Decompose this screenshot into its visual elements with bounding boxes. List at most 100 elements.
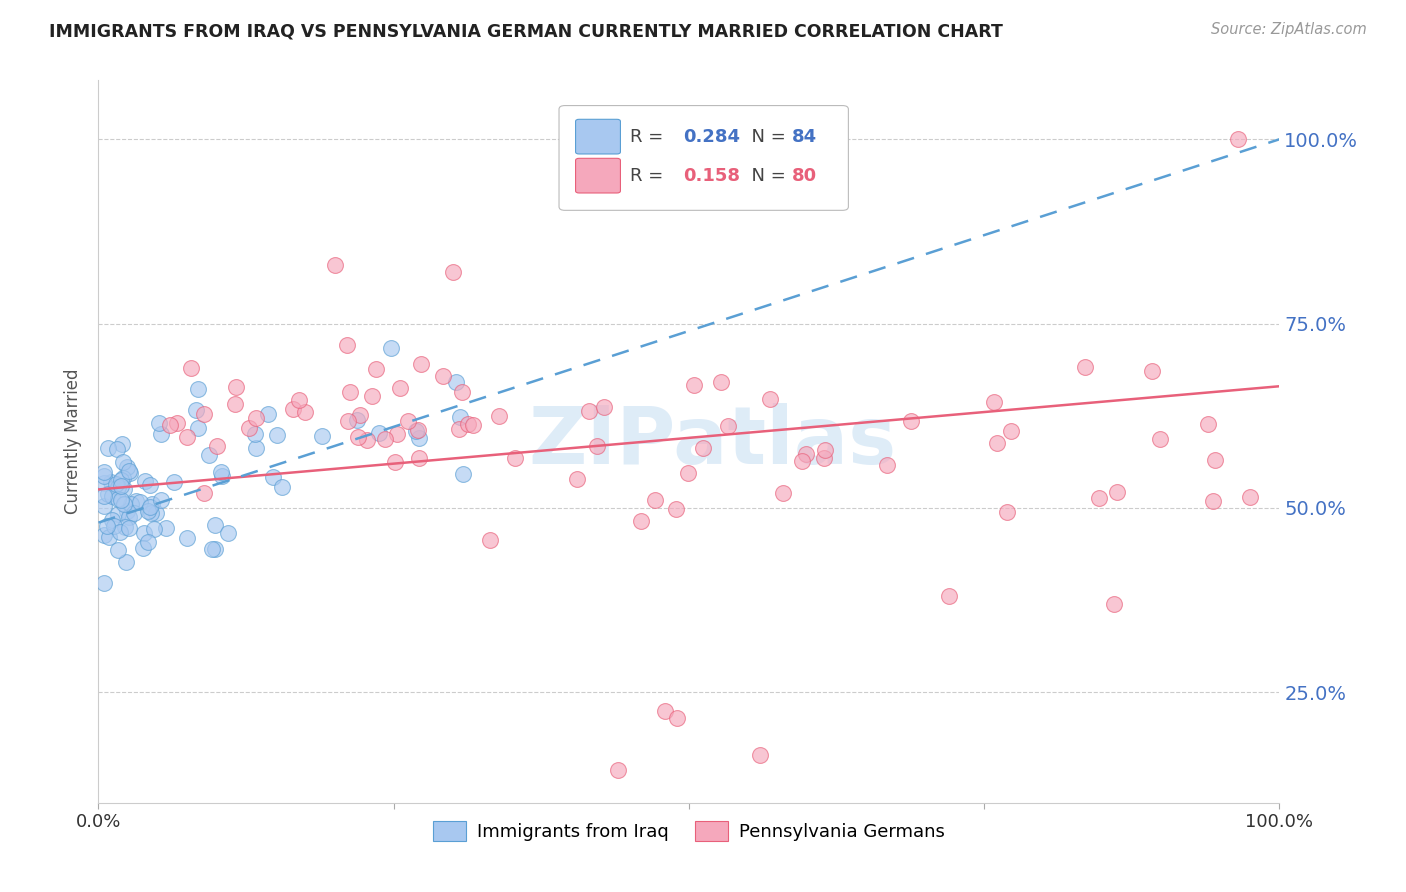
Point <box>114 482 136 496</box>
Text: 84: 84 <box>792 128 817 145</box>
Point <box>676 466 699 480</box>
Text: R =: R = <box>630 128 675 145</box>
Point <box>271 479 294 493</box>
Point <box>97 487 120 501</box>
Point <box>100 475 122 489</box>
Point <box>1000 424 1022 438</box>
Point <box>630 514 652 528</box>
Point <box>114 520 136 534</box>
Point <box>148 417 170 431</box>
Point <box>1201 494 1223 508</box>
Point <box>125 494 148 508</box>
Point <box>408 430 430 444</box>
Point <box>336 338 359 352</box>
Point <box>266 427 288 442</box>
Point <box>488 409 510 424</box>
Point <box>457 417 479 431</box>
Point <box>224 397 246 411</box>
Point <box>138 477 160 491</box>
Text: 0.284: 0.284 <box>683 128 740 145</box>
FancyBboxPatch shape <box>575 120 620 154</box>
Point <box>759 392 782 406</box>
Point <box>389 381 412 395</box>
Point <box>986 436 1008 450</box>
Point <box>107 492 129 507</box>
Point <box>451 384 474 399</box>
Point <box>565 472 588 486</box>
Point <box>129 495 152 509</box>
Point <box>387 426 409 441</box>
Point <box>112 455 135 469</box>
Point <box>122 506 145 520</box>
Point <box>1149 432 1171 446</box>
Text: IMMIGRANTS FROM IRAQ VS PENNSYLVANIA GERMAN CURRENTLY MARRIED CORRELATION CHART: IMMIGRANTS FROM IRAQ VS PENNSYLVANIA GER… <box>49 22 1002 40</box>
Point <box>710 376 733 390</box>
FancyBboxPatch shape <box>575 158 620 193</box>
Point <box>118 509 141 524</box>
Point <box>143 522 166 536</box>
Point <box>1088 491 1111 505</box>
Point <box>93 476 115 491</box>
Point <box>207 439 229 453</box>
Point <box>120 466 142 480</box>
Point <box>380 341 402 355</box>
Point <box>166 416 188 430</box>
Point <box>112 497 135 511</box>
Point <box>900 414 922 428</box>
Point <box>790 454 813 468</box>
Point <box>1074 359 1097 374</box>
Point <box>100 489 122 503</box>
Text: 80: 80 <box>792 167 817 185</box>
Point <box>1197 417 1219 431</box>
Point <box>211 468 233 483</box>
Point <box>813 450 835 465</box>
Point <box>578 404 600 418</box>
Legend: Immigrants from Iraq, Pennsylvania Germans: Immigrants from Iraq, Pennsylvania Germa… <box>426 814 952 848</box>
Point <box>187 382 209 396</box>
Point <box>225 379 247 393</box>
Point <box>162 475 184 489</box>
Point <box>204 518 226 533</box>
Point <box>666 711 689 725</box>
Point <box>209 466 232 480</box>
Point <box>187 421 209 435</box>
Point <box>1140 364 1163 378</box>
Point <box>938 590 960 604</box>
Point <box>134 526 156 541</box>
Point <box>115 504 138 518</box>
Point <box>107 543 129 558</box>
Point <box>405 424 427 438</box>
Point <box>110 524 132 539</box>
Point <box>356 433 378 447</box>
Point <box>238 421 260 435</box>
Point <box>96 519 118 533</box>
Point <box>323 258 346 272</box>
Point <box>449 421 471 435</box>
Point <box>201 541 224 556</box>
Point <box>1102 597 1125 611</box>
Point <box>346 413 368 427</box>
Point <box>654 704 676 718</box>
Point <box>1227 132 1250 146</box>
Point <box>112 470 135 484</box>
Point <box>336 414 359 428</box>
Point <box>120 497 142 511</box>
Point <box>461 417 484 432</box>
Point <box>93 468 115 483</box>
Point <box>141 497 163 511</box>
Point <box>262 470 284 484</box>
Point <box>131 541 153 556</box>
Point <box>692 441 714 455</box>
Point <box>311 429 333 443</box>
Point <box>449 409 471 424</box>
Point <box>717 419 740 434</box>
Point <box>93 489 115 503</box>
Point <box>93 465 115 479</box>
Point <box>93 500 115 514</box>
Point <box>217 525 239 540</box>
Point <box>93 576 115 591</box>
Text: Source: ZipAtlas.com: Source: ZipAtlas.com <box>1211 22 1367 37</box>
Point <box>796 447 818 461</box>
Point <box>607 763 630 777</box>
Point <box>682 377 704 392</box>
